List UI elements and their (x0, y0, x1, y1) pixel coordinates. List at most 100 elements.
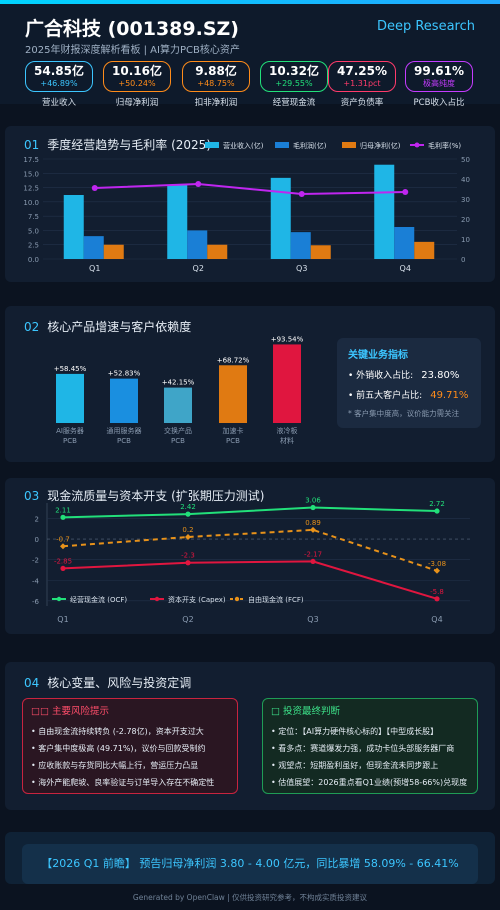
x-tick-label: 通用服务器 (107, 426, 142, 435)
legend-entry: 毛利率(%) (428, 141, 461, 150)
list-item: • 看多点：赛道爆发力强，成功卡位头部服务器厂商 (271, 744, 455, 753)
y2-tick-label: 50 (461, 156, 470, 164)
kpi-change: 极高纯度 (423, 79, 455, 88)
quarterly-chart: 营业收入(亿) 毛利润(亿) 归母净利(亿) 毛利率(%) 0.0 2.5 5.0 7.5 10… (23, 141, 470, 273)
kpi-card: 54.85亿 +46.89% 营业收入 (25, 61, 93, 108)
page-subtitle: 2025年财报深度解析看板 | AI算力PCB核心资产 (25, 45, 240, 56)
kpi-label: 归母净利润 (115, 98, 159, 108)
series-point (434, 508, 440, 514)
bar (103, 244, 124, 259)
kpi-value: 47.25% (337, 64, 387, 78)
kpi-label: PCB收入占比 (413, 98, 465, 108)
data-label: -3.08 (428, 560, 446, 568)
data-label: -2.3 (181, 552, 195, 560)
x-tick-label: 加速卡 (223, 426, 244, 435)
list-item: • 估值展望：2026重点看Q1业绩(预增58-66%)兑现度 (271, 778, 468, 787)
section-number: 02 (24, 320, 40, 334)
key-metrics-title: 关键业务指标 (348, 350, 408, 361)
x-tick-label: 材料 (280, 436, 294, 445)
kpi-card: 10.32亿 +29.55% 经营现金流 (260, 61, 328, 108)
bar (164, 387, 192, 423)
legend-swatch (275, 142, 289, 148)
legend-entry: 营业收入(亿) (223, 141, 264, 150)
list-item: • 观望点：短期盈利虽好，但现金流未同步跟上 (271, 761, 439, 770)
section-number: 01 (24, 138, 40, 152)
y-tick-label: 2.5 (28, 242, 39, 250)
bar (83, 236, 104, 259)
y-tick-label: 17.5 (23, 156, 39, 164)
y-tick-label: 2 (35, 515, 39, 523)
data-label: 0.2 (182, 526, 193, 534)
series-point (310, 504, 316, 511)
series-point (185, 533, 191, 540)
bar (219, 365, 247, 423)
x-tick-label: Q1 (89, 264, 100, 273)
bar (63, 195, 84, 259)
bar (110, 378, 138, 423)
section-title: 03 现金流质量与资本开支 (扩张期压力测试) (24, 487, 264, 504)
legend-marker (154, 596, 160, 602)
legend-entry: 经营现金流 (OCF) (70, 595, 127, 604)
cashflow-chart: 2 0 -2 -4 -6 Q1 Q2 Q3 Q4 2.11 2.42 3.06 2.72 -2.85 -2.… (32, 497, 470, 624)
section-title-text: 季度经营趋势与毛利率 (2025) (47, 138, 211, 152)
bar (207, 244, 228, 259)
data-label: +68.72% (217, 356, 250, 364)
x-tick-label: PCB (117, 437, 131, 445)
data-label: 2.42 (180, 503, 196, 511)
x-tick-label: Q4 (400, 264, 411, 273)
metric-note: * 客户集中度高，议价能力需关注 (348, 409, 460, 418)
kpi-row: 54.85亿 +46.89% 营业收入 10.16亿 +50.24% 归母净利润 9.88亿… (22, 61, 482, 108)
y-tick-label: 12.5 (23, 185, 39, 193)
margin-point (91, 185, 98, 191)
y-tick-label: 10.0 (23, 199, 39, 207)
legend-marker (234, 596, 240, 602)
margin-line (94, 182, 406, 196)
y2-tick-label: 0 (461, 256, 465, 264)
header: 广合科技 (001389.SZ) 2025年财报深度解析看板 | AI算力PCB… (0, 4, 500, 108)
data-label: +52.83% (108, 370, 141, 378)
legend-swatch (342, 142, 356, 148)
section-title: 04 核心变量、风险与投资定调 (24, 674, 191, 691)
margin-point (195, 181, 202, 187)
data-label: +93.54% (271, 335, 304, 343)
section-title-text: 核心变量、风险与投资定调 (47, 676, 192, 690)
x-tick-label: Q2 (182, 615, 193, 624)
footer: Generated by OpenClaw | 仅供投资研究参考，不构成实质投资… (132, 893, 368, 902)
section-title: 01 季度经营趋势与毛利率 (2025) (24, 136, 211, 153)
data-label: -5.8 (430, 588, 444, 596)
section-title-text: 核心产品增速与客户依赖度 (47, 320, 192, 334)
list-item: • 自由现金流持续转负 (-2.78亿)，资本开支过大 (31, 727, 204, 736)
x-tick-label: PCB (226, 437, 240, 445)
y-tick-label: -2 (32, 557, 39, 565)
y2-tick-label: 40 (461, 176, 470, 184)
kpi-pill: 10.32亿 +29.55% (260, 61, 328, 92)
kpi-label: 资产负债率 (340, 98, 384, 108)
bar (374, 164, 395, 259)
series-point (434, 596, 440, 602)
bar (414, 241, 435, 259)
x-tick-label: Q1 (57, 615, 68, 624)
y2-tick-label: 10 (461, 236, 470, 244)
legend-swatch (205, 142, 219, 148)
x-tick-label: PCB (63, 437, 77, 445)
kpi-card: 47.25% +1.31pct 资产负债率 (328, 61, 396, 108)
margin-point (298, 191, 305, 197)
margin-point (402, 189, 409, 195)
bar (167, 184, 188, 259)
list-item: • 海外产能爬坡、良率验证与订单导入存在不确定性 (31, 778, 215, 787)
kpi-value: 10.16亿 (112, 64, 162, 78)
kpi-value: 10.32亿 (269, 64, 319, 78)
data-label: 2.72 (429, 500, 445, 508)
kpi-value: 9.88亿 (195, 64, 237, 78)
kpi-pill: 54.85亿 +46.89% (25, 61, 93, 92)
data-label: -2.85 (54, 557, 72, 565)
kpi-label: 经营现金流 (272, 98, 316, 108)
kpi-value: 54.85亿 (34, 64, 84, 78)
x-tick-label: Q3 (307, 615, 318, 624)
risk-title: □□ 主要风险提示 (31, 706, 109, 717)
kpi-label: 营业收入 (41, 98, 76, 108)
x-tick-label: Q3 (296, 264, 307, 273)
y2-tick-label: 20 (461, 216, 470, 224)
kpi-change: +48.75% (197, 79, 235, 88)
list-item: • 客户集中度极高 (49.71%)，议价与回款受制约 (31, 744, 206, 753)
